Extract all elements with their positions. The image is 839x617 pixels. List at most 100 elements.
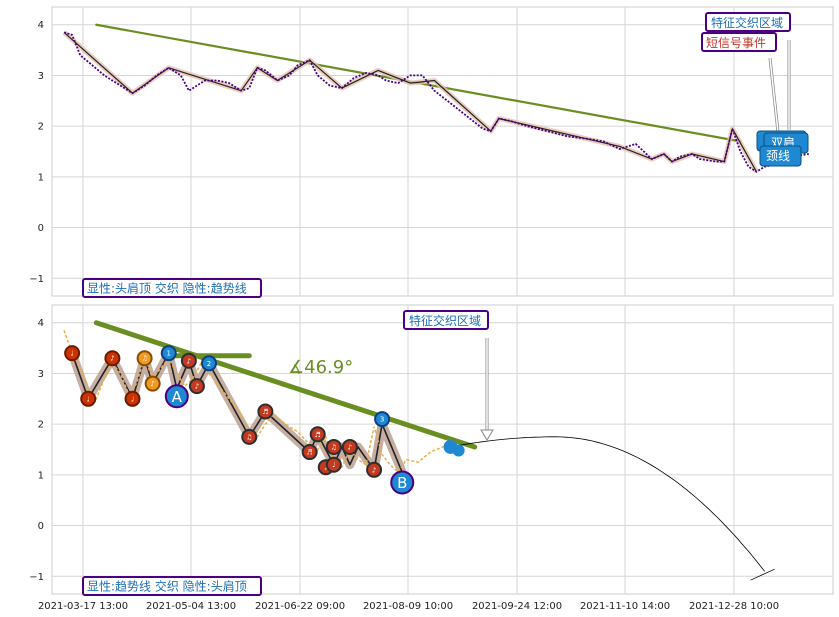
marker-label: ♪ [187,357,191,365]
marker-label: ♩ [131,395,134,403]
marker-label: 2 [207,360,211,368]
marker-circle [64,345,81,362]
marker-circle [136,350,153,367]
x-tick-label: 2021-08-09 10:00 [363,601,453,612]
bottom-ytick-label: 0 [38,521,44,532]
bottom-zone-text: 特征交织区域 [409,313,481,328]
bottom-pattern-marker: ♪ [188,378,205,395]
bottom-pattern-marker: ♬ [257,403,274,420]
marker-label: ♫ [331,443,337,451]
marker-label: ♩ [70,350,73,358]
big-marker-label: B [397,474,407,492]
marker-circle [188,378,205,395]
bottom-pattern-marker: ♫ [136,350,153,367]
top-ytick-label: 4 [38,20,44,31]
top-zigzag-line [63,31,758,173]
top-ytick-label: 0 [38,223,44,234]
top-ytick-label: 3 [38,71,44,82]
marker-label: 3 [380,416,384,424]
marker-label: ♬ [262,408,268,416]
marker-circle [104,350,121,367]
top-plot-frame [51,6,834,297]
x-tick-label: 2021-12-28 10:00 [689,601,779,612]
bottom-pattern-marker: ♬ [301,444,318,461]
bottom-pattern-marker: 1 [160,345,177,362]
marker-circle [124,390,141,407]
bottom-pattern-marker: ♪ [144,375,161,392]
top-legend-text: 显性:头肩顶 交织 隐性:趋势线 [87,281,247,296]
marker-label: ♪ [372,466,376,474]
big-marker-circle [390,470,415,495]
bottom-ytick-label: −1 [29,572,44,583]
top-signal-box [701,32,777,52]
marker-label: ♪ [150,380,154,388]
bottom-pattern-marker: ♩ [325,456,342,473]
bottom-ytick-label: 3 [38,369,44,380]
bottom-pattern-marker: 3 [374,411,391,428]
marker-circle [257,403,274,420]
bottom-trendline [93,320,478,450]
bottom-big-marker: A [164,384,189,409]
bottom-pattern-marker: ♫ [325,438,342,455]
big-marker-label: A [172,388,183,406]
bottom-pattern-marker: ♩ [124,390,141,407]
marker-circle [180,352,197,369]
bottom-projection-endcap [750,568,775,581]
big-marker-circle [164,384,189,409]
bottom-pattern-marker: ♫ [241,428,258,445]
bottom-end-dot-2 [452,444,465,457]
top-legend-box [82,278,262,298]
x-tick-label: 2021-06-22 09:00 [255,601,345,612]
bottom-pattern-marker: ♪ [366,461,383,478]
marker-circle [144,375,161,392]
x-tick-label: 2021-05-04 13:00 [146,601,236,612]
marker-circle [301,444,318,461]
bottom-zone-arrowhead [480,429,494,441]
bottom-pattern-marker: 2 [201,355,218,372]
marker-label: ♬ [315,431,321,439]
marker-label: ♬ [307,449,313,457]
marker-circle [241,428,258,445]
marker-circle [309,426,326,443]
marker-circle [201,355,218,372]
bottom-legend: 显性:趋势线 交织 隐性:头肩顶 [82,576,262,596]
bottom-ytick-label: 2 [38,420,44,431]
bottom-legend-text: 显性:趋势线 交织 隐性:头肩顶 [87,579,247,594]
top-ytick-label: −1 [29,274,44,285]
bottom-pattern-marker: ♪ [180,352,197,369]
marker-circle [325,456,342,473]
top-signal-arrow-inner [769,57,779,133]
x-tick-label: 2021-03-17 13:00 [38,601,128,612]
top-price-series [63,31,809,173]
top-ytick-label: 2 [38,122,44,133]
bottom-legend-box [82,576,262,596]
bottom-zone-callout: 特征交织区域 [403,310,489,330]
bottom-big-marker: B [390,470,415,495]
marker-circle [160,345,177,362]
marker-label: ♩ [324,464,327,472]
marker-label: 1 [167,350,171,358]
marker-label: ♪ [348,443,352,451]
bottom-panel: −1 0 1 2 3 4 显性:趋势线 交织 隐性:头肩顶 ∡46.9° 特征交织区域 ♩ ♩ ♪ ♩ ♫… [29,304,834,596]
marker-label: ♩ [87,395,90,403]
marker-label: ♫ [246,433,252,441]
x-tick-label: 2021-09-24 12:00 [472,601,562,612]
bottom-ytick-label: 1 [38,470,44,481]
top-zone-callout: 特征交织区域 [705,12,791,32]
top-signal-callout: 短信号事件 [701,32,777,52]
neckline-box-text: 颈线 [766,149,790,163]
marker-label: ♩ [332,461,335,469]
top-pattern-box-neckline: 颈线 [759,145,802,167]
bottom-projection-curve [450,436,765,572]
top-zone-box [705,12,791,32]
top-zone-text: 特征交织区域 [711,15,783,30]
neckline-box-bg [759,145,802,167]
bottom-zone-box [403,310,489,330]
x-axis: 2021-03-17 13:00 2021-05-04 13:00 2021-06-… [38,601,779,612]
marker-circle [374,411,391,428]
marker-circle [80,390,97,407]
top-ytick-label: 1 [38,172,44,183]
marker-circle [341,438,358,455]
marker-circle [366,461,383,478]
